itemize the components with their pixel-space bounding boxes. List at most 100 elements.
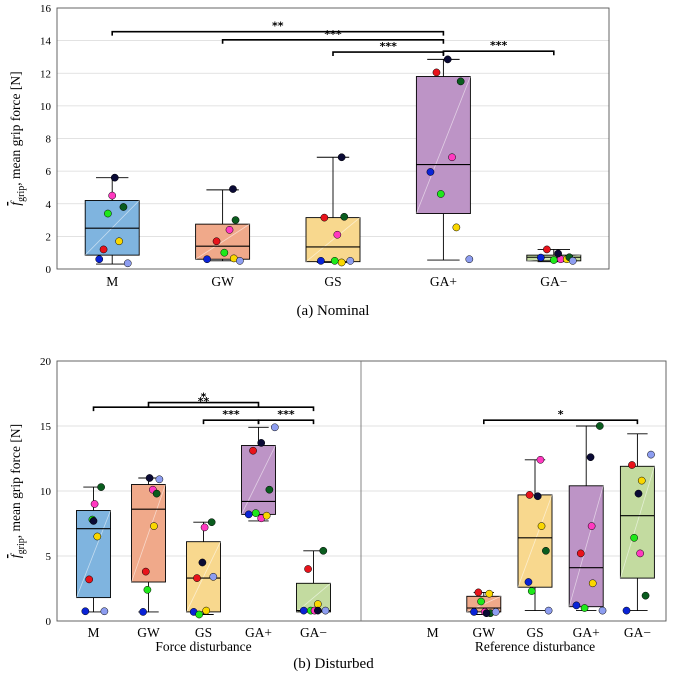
participant-point <box>587 522 596 530</box>
box-GS <box>186 518 221 619</box>
participant-point <box>141 567 150 576</box>
participant-point <box>317 256 325 265</box>
participant-point <box>622 606 631 615</box>
box-diagonal <box>620 466 655 579</box>
participant-point <box>100 607 109 616</box>
participant-point <box>630 533 638 542</box>
participant-point <box>568 256 577 265</box>
participant-point <box>340 212 349 221</box>
significance-stars: ** <box>272 20 284 33</box>
significance-bracket: ** <box>92 395 315 412</box>
participant-point <box>337 153 346 162</box>
significance-bracket: *** <box>332 40 445 57</box>
box-GW <box>466 588 502 618</box>
participant-point <box>104 209 112 218</box>
y-tick-label: 16 <box>40 3 52 15</box>
participant-point <box>482 609 491 618</box>
participant-point <box>634 489 643 498</box>
participant-point <box>195 610 203 619</box>
participant-point <box>95 255 104 264</box>
y-axis-label: fgrip, mean grip force [N] <box>8 424 27 558</box>
participant-point <box>304 565 312 573</box>
y-tick-label: 2 <box>46 231 52 243</box>
significance-bracket: *** <box>257 408 315 425</box>
participant-point <box>641 591 650 600</box>
participant-point <box>470 608 478 616</box>
participant-point <box>93 532 102 541</box>
significance-bracket: *** <box>221 28 445 44</box>
participant-point <box>257 439 266 447</box>
x-tick-label: GA− <box>624 625 651 640</box>
bracket-line <box>221 39 445 44</box>
participant-point <box>231 216 240 224</box>
box-M <box>76 483 111 616</box>
significance-stars: *** <box>490 39 508 52</box>
x-tick-label: M <box>427 625 439 640</box>
participant-point <box>432 68 441 77</box>
participant-point <box>576 549 585 558</box>
box-GA+ <box>415 55 474 264</box>
x-tick-label: GS <box>526 625 543 640</box>
participant-point <box>485 589 494 598</box>
participant-point <box>637 476 646 485</box>
participant-point <box>542 546 550 555</box>
y-tick-label: 10 <box>40 101 52 113</box>
nominal-chart: 0 2 4 6 8 10 12 14 16 fgrip, mean grip force [N] M… <box>8 3 610 319</box>
x-tick-label: GA+ <box>430 274 457 289</box>
participant-point <box>90 500 99 508</box>
participant-point <box>262 511 271 520</box>
participant-point <box>448 153 456 162</box>
participant-point <box>244 510 253 519</box>
box-diagonal <box>186 541 221 613</box>
significance-stars: * <box>201 391 207 404</box>
significance-bracket: ** <box>111 20 445 36</box>
participant-point <box>202 606 211 615</box>
participant-point <box>89 517 98 525</box>
participant-point <box>456 77 465 86</box>
participant-point <box>319 546 328 555</box>
participant-point <box>200 523 209 532</box>
participant-point <box>152 489 161 498</box>
significance-stars: *** <box>222 408 240 421</box>
box-GW <box>195 185 251 265</box>
participant-point <box>270 423 279 432</box>
y-tick-label: 14 <box>40 36 52 48</box>
participant-point <box>543 245 551 254</box>
participant-point <box>207 518 216 527</box>
x-tick-label: GS <box>195 625 212 640</box>
participant-point <box>549 256 558 264</box>
participant-point <box>465 255 474 264</box>
participant-point <box>108 191 117 200</box>
participant-point <box>337 258 346 267</box>
participant-point <box>527 587 536 595</box>
participant-point <box>598 606 607 615</box>
participant-point <box>536 253 545 262</box>
participant-point <box>145 474 154 482</box>
participant-point <box>225 226 234 234</box>
bracket-line <box>483 419 639 425</box>
participant-point <box>580 604 589 612</box>
participant-point <box>314 600 322 608</box>
participant-point <box>474 588 483 597</box>
participant-point <box>452 223 461 232</box>
x-tick-label: M <box>106 274 118 289</box>
bracket-line <box>111 30 445 36</box>
participant-point <box>81 607 90 616</box>
significance-stars: * <box>558 408 564 421</box>
box-GA− <box>526 245 582 265</box>
participant-point <box>265 485 274 494</box>
participant-point <box>209 572 218 581</box>
participant-point <box>524 578 533 586</box>
box-GA+ <box>568 422 607 615</box>
box-GS <box>305 153 361 267</box>
participant-point <box>346 256 355 265</box>
x-tick-label: GA− <box>540 274 567 289</box>
participant-point <box>203 255 211 264</box>
disturbed-chart: 0 5 10 15 20 fgrip, mean grip force [N] M GW GS G… <box>8 356 667 672</box>
participant-point <box>586 453 595 462</box>
significance-stars: *** <box>380 40 398 53</box>
participant-point <box>115 237 123 246</box>
y-tick-label: 8 <box>46 134 52 146</box>
participant-point <box>537 522 546 530</box>
y-tick-label: 6 <box>46 166 52 178</box>
